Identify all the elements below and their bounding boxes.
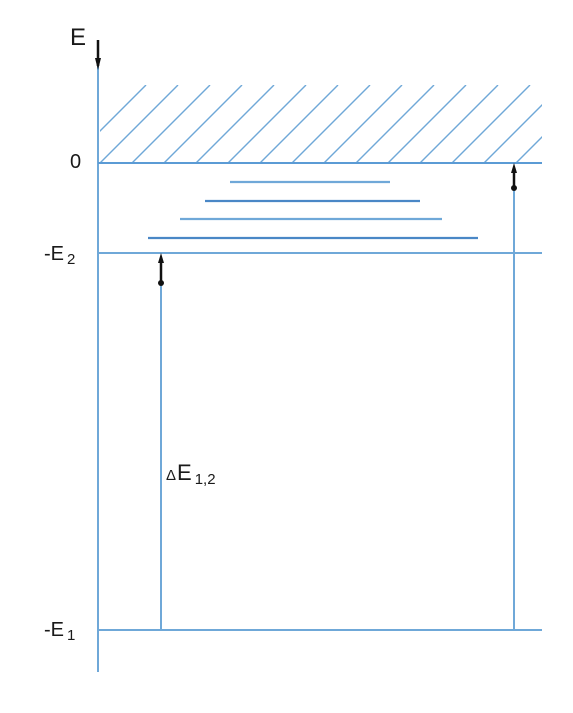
transition-arrow-1-2 xyxy=(158,253,164,630)
axis-label-e: E xyxy=(70,24,87,51)
level-e1-subscript: 1 xyxy=(67,627,76,644)
axis-arrow-icon xyxy=(95,40,101,70)
excited-levels xyxy=(148,180,478,240)
level-e2-prefix: -E xyxy=(44,243,64,265)
level-e2-label: -E 2 xyxy=(44,243,75,267)
level-e1-prefix: -E xyxy=(44,619,64,641)
level-e2-subscript: 2 xyxy=(67,251,76,268)
transition-subscript: 1,2 xyxy=(194,471,216,488)
delta-symbol: Δ xyxy=(166,467,177,484)
continuum-hatch xyxy=(100,85,542,163)
transition-main: E xyxy=(177,460,192,485)
transition-label: ΔE 1,2 xyxy=(166,460,216,488)
level-zero-label: 0 xyxy=(70,151,82,173)
ionization-arrow xyxy=(511,163,517,630)
level-e1-label: -E 1 xyxy=(44,619,75,643)
